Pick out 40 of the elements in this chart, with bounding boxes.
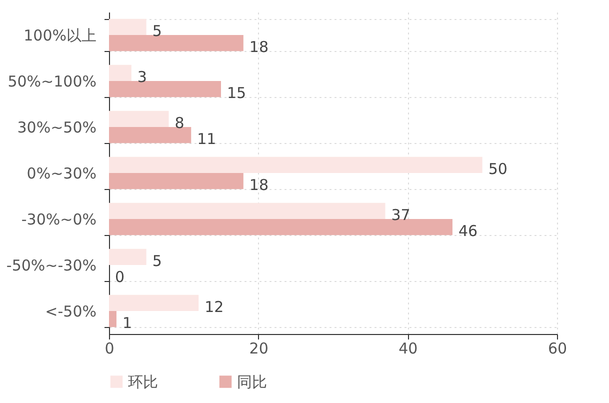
bar bbox=[109, 248, 146, 265]
data-label: 1 bbox=[122, 314, 132, 332]
x-tick-label: 0 bbox=[104, 340, 114, 358]
bar bbox=[109, 110, 169, 127]
data-label: 5 bbox=[152, 22, 162, 40]
y-tick-label: -30%~0% bbox=[21, 210, 96, 228]
bar bbox=[109, 81, 221, 98]
data-label: 37 bbox=[391, 206, 410, 224]
data-label: 46 bbox=[458, 222, 478, 240]
y-tick-label: 50%~100% bbox=[8, 72, 96, 90]
y-tick-label: <-50% bbox=[45, 302, 96, 320]
data-label: 50 bbox=[488, 160, 508, 178]
data-label: 5 bbox=[152, 252, 162, 270]
legend-label: 环比 bbox=[128, 372, 158, 391]
data-label: 0 bbox=[115, 268, 125, 286]
bar bbox=[109, 156, 482, 173]
x-tick-label: 20 bbox=[249, 340, 268, 358]
data-label: 3 bbox=[137, 68, 147, 86]
data-label: 18 bbox=[249, 176, 268, 194]
bar bbox=[109, 35, 244, 52]
bar bbox=[109, 294, 199, 311]
y-tick-label: 100%以上 bbox=[24, 26, 96, 44]
bar bbox=[109, 202, 386, 219]
data-label: 18 bbox=[249, 38, 268, 56]
y-tick-label: -50%~-30% bbox=[6, 256, 96, 274]
bar bbox=[109, 127, 192, 144]
bar bbox=[109, 64, 132, 81]
data-label: 12 bbox=[204, 298, 224, 316]
data-label: 11 bbox=[197, 130, 216, 148]
legend-label: 同比 bbox=[237, 372, 267, 391]
data-label: 15 bbox=[227, 84, 246, 102]
x-tick-label: 60 bbox=[548, 340, 568, 358]
x-tick-label: 40 bbox=[398, 340, 418, 358]
bar bbox=[109, 311, 116, 328]
bar bbox=[109, 219, 452, 236]
data-label: 8 bbox=[174, 114, 184, 132]
y-tick-label: 30%~50% bbox=[17, 118, 96, 136]
bar bbox=[109, 18, 146, 35]
y-tick-label: 0%~30% bbox=[26, 164, 96, 182]
bar bbox=[109, 173, 244, 190]
